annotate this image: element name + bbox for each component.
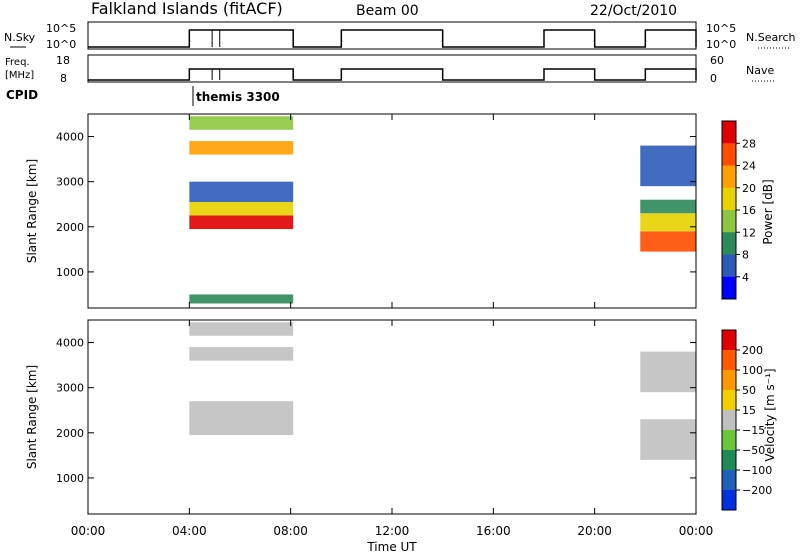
power-scatter-region-3 — [189, 201, 294, 216]
velocity-colorbar-frame — [721, 329, 737, 511]
velocity-colorbar-segment — [722, 410, 736, 431]
time-tick-label: 04:00 — [172, 524, 207, 538]
power-scatter-region-4 — [189, 181, 294, 202]
nsky-strip: N.Sky 10^5 10^0 10^5 10^0 N.Search — [4, 21, 796, 51]
velocity-colorbar-tick-label: −50 — [742, 444, 765, 457]
power-colorbar-segment — [722, 254, 736, 278]
velocity-ytick-label: 2000 — [56, 427, 84, 440]
power-scatter-region-2 — [189, 215, 294, 230]
power-colorbar-segment — [722, 276, 736, 300]
power-scatter-region-9 — [640, 145, 696, 187]
velocity-ylabel: Slant Range [km] — [25, 365, 39, 469]
power-colorbar-segment — [722, 121, 736, 144]
velocity-colorbar-segment — [722, 450, 736, 471]
power-scatter-region-5 — [189, 294, 294, 304]
velocity-scatter-region-3 — [640, 419, 696, 460]
power-colorbar-segment — [722, 143, 736, 166]
power-colorbar-segment — [722, 187, 736, 211]
power-scatter-region-8 — [640, 199, 696, 214]
time-tick-label: 00:00 — [679, 524, 714, 538]
velocity-ytick-label: 3000 — [56, 382, 84, 395]
power-ytick-label: 4000 — [56, 131, 84, 144]
power-colorbar-segment — [722, 232, 736, 255]
nsky-trace-line — [88, 29, 697, 48]
power-colorbar-segment — [722, 210, 736, 233]
power-colorbar-label: Power [dB] — [761, 179, 775, 244]
time-tick-label: 08:00 — [273, 524, 308, 538]
velocity-colorbar-label: Velocity [m s⁻¹] — [763, 368, 777, 461]
velocity-ytick-label: 4000 — [56, 337, 84, 350]
velocity-colorbar-tick-label: 100 — [742, 364, 763, 377]
freq-tick-top: 18 — [56, 54, 70, 67]
nave-label: Nave — [746, 64, 774, 77]
time-tick-label: 00:00 — [71, 524, 106, 538]
power-panel: 1000 2000 3000 4000 Slant Range [km] — [25, 113, 697, 309]
power-scatter-region-6 — [640, 231, 696, 252]
velocity-colorbar-segment — [722, 350, 736, 371]
nsky-label: N.Sky — [4, 31, 36, 44]
velocity-scatter-region-1 — [189, 347, 294, 361]
velocity-panel: 1000 2000 3000 4000 Slant Range [km] — [25, 319, 697, 515]
velocity-scatter-region-0 — [189, 401, 294, 436]
time-axis: 00:00 04:00 08:00 12:00 16:00 20:00 00:00 — [71, 524, 714, 538]
power-colorbar-tick-label: 16 — [742, 204, 756, 217]
station-title: Falkland Islands (fitACF) — [91, 0, 283, 18]
nsearch-tick-bottom: 10^0 — [706, 38, 736, 51]
power-colorbar-tick-label: 28 — [742, 137, 756, 150]
time-tick-label: 12:00 — [375, 524, 410, 538]
velocity-colorbar-tick-label: 200 — [742, 344, 763, 357]
velocity-colorbar-tick-label: −100 — [742, 464, 772, 477]
power-colorbar-tick-label: 8 — [742, 249, 749, 262]
time-axis-label: Time UT — [366, 540, 417, 554]
velocity-colorbar-segment — [722, 370, 736, 391]
beam-label: Beam 00 — [356, 3, 419, 19]
nsky-tick-top: 10^5 — [46, 22, 76, 35]
velocity-colorbar-segment — [722, 490, 736, 511]
freq-tick-bottom: 8 — [60, 72, 67, 85]
nsearch-tick-top: 10^5 — [706, 22, 736, 35]
nave-tick-top: 60 — [710, 54, 724, 67]
velocity-scatter-region-4 — [640, 351, 696, 393]
nsky-tick-bottom: 10^0 — [46, 38, 76, 51]
power-colorbar-tick-label: 12 — [742, 226, 756, 239]
velocity-colorbar-segment — [722, 390, 736, 411]
cpid-label: CPID — [6, 88, 38, 102]
velocity-colorbar-tick-label: 15 — [742, 404, 756, 417]
velocity-colorbar-segment — [722, 430, 736, 451]
freq-strip: Freq. [MHz] 18 8 60 0 Nave — [5, 54, 774, 85]
power-ylabel: Slant Range [km] — [25, 159, 39, 263]
velocity-colorbar-segment — [722, 330, 736, 351]
velocity-colorbar-tick-label: −15 — [742, 424, 765, 437]
nsearch-label: N.Search — [746, 31, 796, 44]
cpid-value: themis 3300 — [196, 90, 280, 104]
power-colorbar-tick-label: 24 — [742, 160, 756, 173]
freq-trace-line — [88, 68, 697, 81]
nave-tick-bottom: 0 — [710, 72, 717, 85]
power-ytick-label: 2000 — [56, 221, 84, 234]
velocity-ytick-label: 1000 — [56, 472, 84, 485]
time-tick-label: 16:00 — [476, 524, 511, 538]
power-colorbar-tick-label: 20 — [742, 182, 756, 195]
velocity-colorbar: 200 100 50 15 −15 −50 −100 −200 Velocity [m s⁻¹… — [721, 329, 777, 511]
power-scatter-region-0 — [189, 141, 294, 155]
power-scatter-region-1 — [189, 116, 294, 130]
power-colorbar-tick-label: 4 — [742, 271, 749, 284]
power-ytick-label: 3000 — [56, 176, 84, 189]
power-scatter-region-7 — [640, 213, 696, 232]
velocity-scatter-region-2 — [189, 322, 294, 336]
freq-unit: [MHz] — [5, 70, 34, 81]
date-label: 22/Oct/2010 — [590, 3, 677, 19]
velocity-colorbar-tick-label: 50 — [742, 384, 756, 397]
freq-label: Freq. — [5, 57, 30, 68]
power-colorbar: 28 24 20 16 12 8 4 Power [dB] — [721, 120, 775, 300]
time-tick-label: 20:00 — [577, 524, 612, 538]
velocity-colorbar-segment — [722, 470, 736, 491]
power-ytick-label: 1000 — [56, 266, 84, 279]
power-colorbar-segment — [722, 165, 736, 189]
velocity-colorbar-tick-label: −200 — [742, 484, 772, 497]
